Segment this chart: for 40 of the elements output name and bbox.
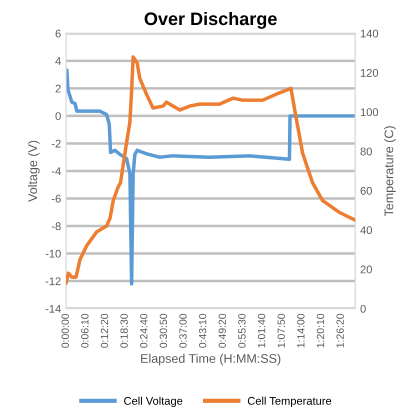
y-tick-label: -6 [52, 194, 61, 203]
y2-axis-title: Temperature (C) [384, 126, 396, 216]
y2-tick-label: 140 [360, 30, 378, 38]
x-tick-label: 1:14:00 [297, 314, 305, 348]
legend-label: Cell Voltage [124, 396, 182, 407]
chart-title: Over Discharge [144, 12, 277, 29]
y-axis-title: Voltage (V) [28, 140, 40, 202]
x-tick-label: 0:49:20 [218, 314, 226, 348]
y-tick-label: -14 [46, 304, 61, 313]
y2-tick-label: 60 [360, 186, 372, 195]
legend-label: Cell Temperature [248, 396, 332, 407]
y-tick-label: 6 [56, 30, 61, 38]
y2-tick-label: 20 [360, 266, 372, 274]
x-tick-label: 0:00:00 [62, 314, 69, 348]
x-tick-label: 0:24:40 [140, 314, 148, 348]
y2-tick-label: 100 [360, 108, 378, 116]
x-tick-label: 0:12:20 [100, 314, 108, 348]
y-tick-label: 4 [55, 57, 61, 65]
y2-tick-label: 40 [360, 226, 372, 234]
x-tick-label: 1:01:40 [258, 314, 266, 348]
y-tick-label: -12 [46, 277, 61, 286]
x-tick-label: 1:07:50 [278, 314, 285, 348]
y-tick-label: 0 [55, 112, 61, 120]
x-tick-label: 0:43:10 [198, 314, 206, 348]
x-tick-label: 0:06:10 [81, 314, 89, 348]
y-tick-label: -8 [52, 222, 61, 230]
y2-tick-label: 120 [360, 68, 378, 77]
x-tick-label: 1:20:10 [316, 314, 324, 348]
y-tick-label: 2 [56, 84, 61, 92]
x-axis-title: Elapsed Time (H:MM:SS) [141, 354, 280, 366]
y2-tick-label: 0 [360, 304, 366, 313]
x-tick-label: 0:30:50 [160, 314, 168, 348]
x-tick-label: 0:37:00 [179, 314, 187, 348]
y-tick-label: -4 [52, 167, 61, 175]
x-tick-label: 1:26:20 [336, 314, 344, 348]
x-tick-label: 0:55:30 [238, 314, 246, 348]
x-tick-label: 0:18:30 [120, 314, 128, 348]
y-tick-label: -10 [46, 250, 61, 258]
y-tick-label: -2 [52, 140, 61, 148]
y2-tick-label: 80 [360, 148, 372, 156]
